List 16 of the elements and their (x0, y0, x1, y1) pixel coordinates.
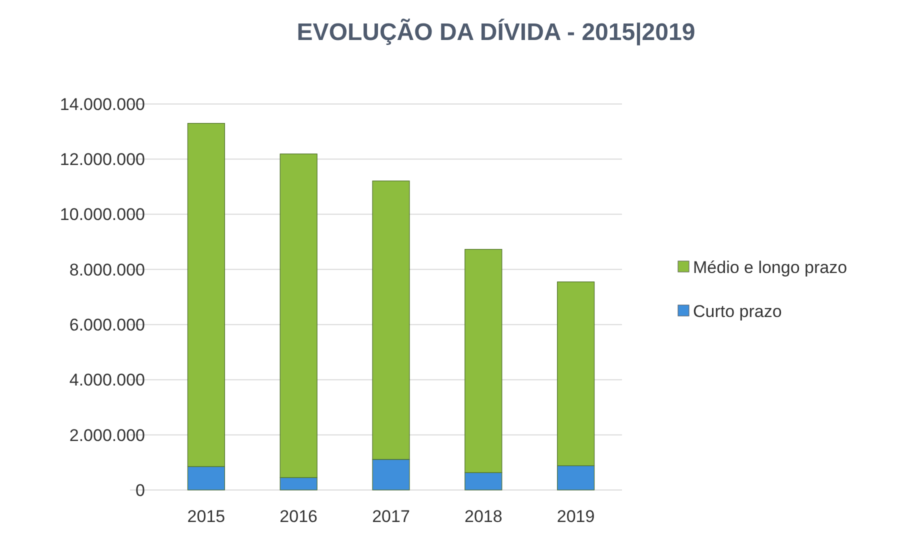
x-tick-label: 2018 (464, 507, 502, 526)
x-tick-label: 2017 (372, 507, 410, 526)
y-tick-label: 12.000.000 (60, 150, 145, 170)
y-tick-label: 8.000.000 (69, 260, 145, 280)
x-tick-label: 2016 (280, 507, 318, 526)
y-tick-label: 2.000.000 (69, 426, 145, 445)
y-tick-label: 4.000.000 (69, 370, 145, 390)
chart-title: EVOLUÇÃO DA DÍVIDA - 2015|2019 (296, 18, 696, 46)
y-tick-label: 6.000.000 (69, 316, 145, 335)
y-tick-label: 10.000.000 (60, 205, 145, 224)
y-tick-label: 0 (136, 480, 145, 500)
x-tick-label: 2019 (556, 507, 595, 526)
legend-label: Médio e longo prazo (693, 258, 848, 277)
y-tick-label: 14.000.000 (60, 94, 145, 114)
legend-label: Curto prazo (693, 302, 782, 321)
x-tick-label: 2015 (187, 507, 226, 526)
